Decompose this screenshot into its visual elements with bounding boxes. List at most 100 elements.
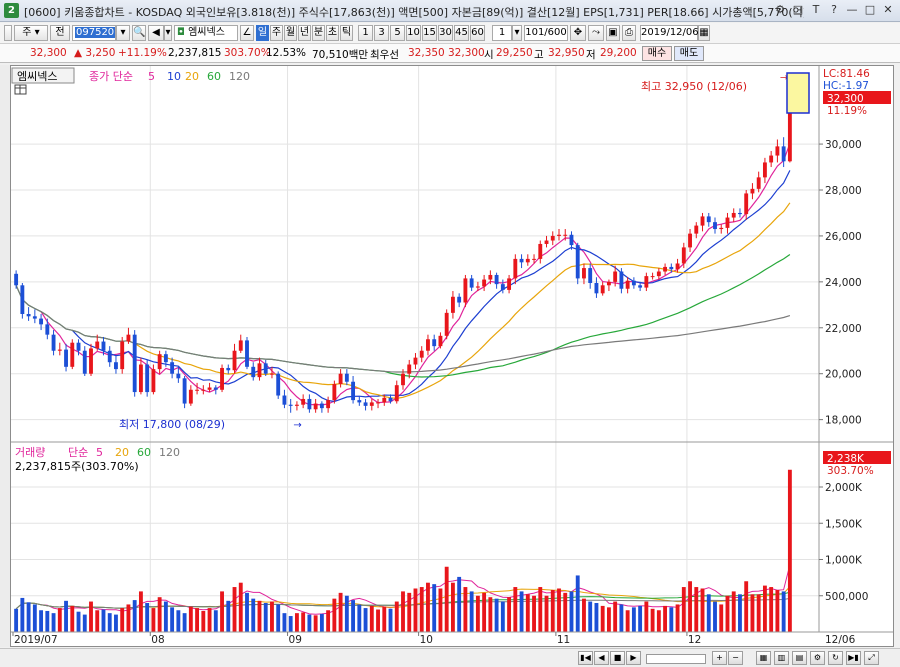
- period-tab-3[interactable]: 년: [298, 25, 311, 41]
- candle-body: [407, 364, 412, 374]
- interval-button-2[interactable]: 5: [390, 25, 405, 41]
- best-bid-label: 최우선: [370, 49, 399, 61]
- minimize-button[interactable]: —: [846, 3, 858, 16]
- candle-body: [538, 243, 543, 259]
- volume-ratio: 303.70%: [224, 47, 271, 59]
- period-tab-4[interactable]: 분: [312, 25, 325, 41]
- interval-button-6[interactable]: 45: [454, 25, 469, 41]
- stop-button[interactable]: ■: [610, 651, 625, 665]
- volume-bar: [95, 610, 100, 632]
- candle-body: [282, 395, 287, 405]
- volume-bar: [369, 605, 374, 632]
- volume-bar: [388, 608, 393, 632]
- stock-code-input[interactable]: 097520: [72, 25, 116, 41]
- calendar-icon[interactable]: ▦: [698, 25, 710, 41]
- app-badge: 2: [4, 3, 19, 18]
- bar-view-button[interactable]: ▥: [774, 651, 789, 665]
- price-tick-label: 24,000: [825, 277, 862, 289]
- refresh-button[interactable]: ↻: [828, 651, 843, 665]
- code-dropdown-icon[interactable]: ▾: [116, 25, 130, 41]
- interval-button-3[interactable]: 10: [406, 25, 421, 41]
- stock-name-value: 엠씨넥스: [188, 27, 225, 38]
- settings-icon[interactable]: ⚙: [775, 3, 785, 16]
- interval-button-4[interactable]: 15: [422, 25, 437, 41]
- zoom-slider[interactable]: [646, 654, 706, 664]
- volume-bar: [64, 600, 68, 632]
- period-tab-5[interactable]: 초: [326, 25, 339, 41]
- volume-bar: [762, 585, 767, 632]
- scroll-first-button[interactable]: ▮◀: [578, 651, 593, 665]
- interval-button-5[interactable]: 30: [438, 25, 453, 41]
- interval-button-0[interactable]: 1: [358, 25, 373, 41]
- save-icon[interactable]: ▣: [606, 25, 620, 41]
- scroll-next-button[interactable]: ▶: [626, 651, 641, 665]
- candle-body: [76, 342, 81, 351]
- buy-button[interactable]: 매수: [642, 46, 672, 61]
- volume-bar: [688, 581, 692, 632]
- limit-icon[interactable]: ∠: [240, 25, 254, 41]
- best-ask-price: 32,350: [408, 47, 445, 59]
- ma120-legend: 120: [229, 70, 250, 83]
- min-price-annotation: 최저 17,800 (08/29): [119, 418, 225, 431]
- period-tab-1[interactable]: 주: [270, 25, 283, 41]
- settings-button[interactable]: ⚙: [810, 651, 825, 665]
- volume-bar: [232, 587, 237, 632]
- interval-button-1[interactable]: 3: [374, 25, 389, 41]
- close-button[interactable]: ✕: [883, 3, 893, 16]
- volume-bar: [594, 603, 599, 632]
- interval-input[interactable]: 1: [492, 25, 512, 41]
- mode2-button[interactable]: 전: [50, 25, 70, 41]
- interval-button-7[interactable]: 60: [470, 25, 485, 41]
- candle-body: [669, 266, 674, 270]
- zoom-in-button[interactable]: +: [712, 651, 727, 665]
- candle-body: [750, 188, 755, 194]
- candle-body: [369, 402, 374, 406]
- volume-bar: [82, 614, 87, 632]
- crosshair-icon[interactable]: ✥: [570, 25, 586, 41]
- volume-bar: [245, 592, 249, 632]
- volume-bar: [656, 610, 661, 632]
- interval-dropdown-icon[interactable]: ▾: [512, 25, 522, 41]
- date-field[interactable]: 2019/12/06: [640, 25, 699, 41]
- volume-bar: [532, 595, 536, 632]
- volume-bar: [163, 601, 168, 632]
- period-tab-6[interactable]: 틱: [340, 25, 353, 41]
- zoom-out-button[interactable]: −: [728, 651, 743, 665]
- volume-bar: [644, 601, 649, 632]
- candle-body: [401, 373, 405, 386]
- candle-body: [207, 387, 212, 390]
- search-icon[interactable]: 🔍: [132, 25, 146, 41]
- mode-select[interactable]: 주 ▾: [14, 25, 48, 41]
- chart-svg[interactable]: →→ 30,00028,00026,00024,00022,00020,0001…: [11, 66, 893, 646]
- volume-bar: [413, 588, 418, 632]
- period-tab-0[interactable]: 일: [256, 25, 269, 41]
- volume-bar: [263, 603, 268, 632]
- volume-bar: [775, 589, 780, 632]
- text-icon[interactable]: T: [812, 3, 820, 16]
- layout-icon[interactable]: □: [792, 3, 804, 16]
- print-icon[interactable]: ⎙: [622, 25, 636, 41]
- candle-body: [95, 341, 100, 349]
- sell-button[interactable]: 매도: [674, 46, 704, 61]
- chart-tool-icon[interactable]: ⤳: [588, 25, 604, 41]
- candle-view-button[interactable]: ▤: [792, 651, 807, 665]
- speaker-icon[interactable]: ◀: [148, 25, 164, 41]
- sound-dropdown-icon[interactable]: ▾: [164, 25, 172, 41]
- grid-toggle-button[interactable]: ▦: [756, 651, 771, 665]
- scroll-prev-button[interactable]: ◀: [594, 651, 609, 665]
- volume-bar: [719, 604, 724, 632]
- count-field[interactable]: 101/600: [524, 25, 568, 41]
- expand-button[interactable]: ⤢: [864, 651, 879, 665]
- scroll-end-button[interactable]: ▶▮: [846, 651, 861, 665]
- candle-body: [532, 258, 536, 260]
- chart-area[interactable]: → → 30,000 28,000 26,000 24,000 22,000 20,000 1…: [10, 65, 894, 647]
- volume-bars: [14, 469, 792, 632]
- volume-bar: [426, 582, 430, 632]
- vol-ma60-legend: 60: [137, 446, 151, 459]
- candle-body: [101, 341, 106, 351]
- mode-select-label: 주: [22, 27, 32, 38]
- period-tab-2[interactable]: 월: [284, 25, 297, 41]
- help-icon[interactable]: ?: [831, 3, 837, 16]
- maximize-button[interactable]: □: [864, 3, 876, 16]
- volume-bar: [557, 588, 561, 632]
